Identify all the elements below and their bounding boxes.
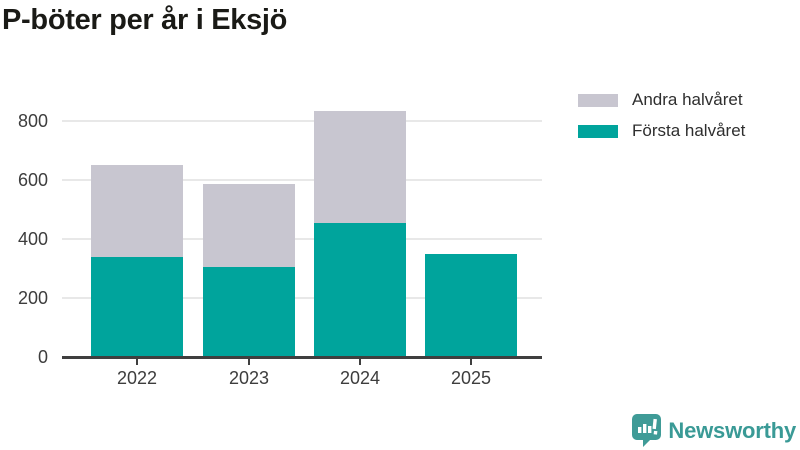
x-tick-label-2023: 2023 [228, 368, 270, 388]
x-tick-2022 [136, 359, 138, 365]
y-tick-label-600: 600 [17, 170, 48, 190]
legend-swatch [578, 124, 618, 138]
legend-item: Andra halvåret [578, 90, 745, 110]
newsworthy-logo: Newsworthy [632, 414, 796, 447]
y-tick-label-200: 200 [17, 288, 48, 308]
x-tick-label-2024: 2024 [339, 368, 381, 388]
bar-2022-segment-1 [91, 165, 183, 257]
bar-2023-segment-1 [203, 184, 295, 268]
bar-2024-segment-0 [314, 222, 406, 357]
x-tick-2024 [359, 359, 361, 365]
newsworthy-logo-icon [632, 414, 662, 447]
x-tick-2023 [248, 359, 250, 365]
legend-item: Första halvåret [578, 121, 745, 141]
legend-swatch [578, 93, 618, 107]
x-tick-label-2025: 2025 [450, 368, 492, 388]
bar-2023-segment-0 [203, 267, 295, 357]
gridline-400 [62, 238, 542, 240]
bar-2025-segment-0 [425, 253, 517, 357]
chart-title: P-böter per år i Eksjö [2, 4, 288, 36]
y-tick-label-800: 800 [17, 111, 48, 131]
x-axis-line [62, 356, 542, 359]
gridline-800 [62, 120, 542, 122]
legend-label: Första halvåret [632, 121, 746, 140]
y-tick-label-400: 400 [17, 229, 48, 249]
x-tick-label-2022: 2022 [116, 368, 158, 388]
bar-2024-segment-1 [314, 110, 406, 223]
gridline-200 [62, 297, 542, 299]
newsworthy-logo-text: Newsworthy [668, 417, 796, 443]
gridline-600 [62, 179, 542, 181]
y-tick-label-0: 0 [37, 347, 48, 367]
x-tick-2025 [470, 359, 472, 365]
chart-legend: Andra halvåret Första halvåret [578, 90, 745, 141]
bar-2022-segment-0 [91, 256, 183, 357]
legend-label: Andra halvåret [632, 90, 743, 109]
